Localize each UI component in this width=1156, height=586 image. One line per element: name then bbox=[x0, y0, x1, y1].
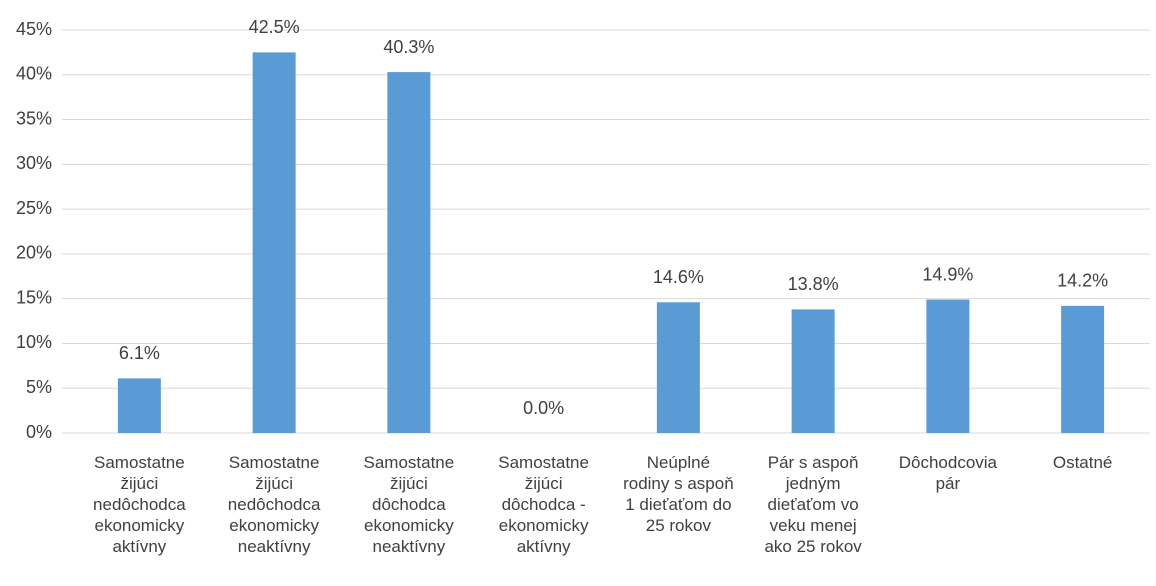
bar bbox=[117, 378, 161, 433]
data-label: 14.9% bbox=[922, 264, 973, 284]
data-label: 13.8% bbox=[788, 274, 839, 294]
data-label: 14.6% bbox=[653, 267, 704, 287]
y-tick-label: 25% bbox=[16, 198, 52, 218]
bar bbox=[252, 52, 296, 434]
data-label: 0.0% bbox=[523, 398, 564, 418]
x-tick-label: Samostatne žijúci dôchodca ekonomicky ne… bbox=[363, 453, 455, 556]
y-tick-label: 45% bbox=[16, 19, 52, 39]
x-tick-label: Pár s aspoň jedným dieťaťom vo veku mene… bbox=[764, 453, 862, 556]
x-tick-label: Neúplné rodiny s aspoň 1 dieťaťom do 25 … bbox=[623, 453, 734, 535]
data-label: 42.5% bbox=[249, 17, 300, 37]
y-tick-label: 40% bbox=[16, 64, 52, 84]
x-tick-label: Samostatne žijúci nedôchodca ekonomicky … bbox=[227, 453, 321, 556]
y-tick-label: 35% bbox=[16, 108, 52, 128]
y-tick-label: 30% bbox=[16, 153, 52, 173]
data-label: 40.3% bbox=[383, 37, 434, 57]
x-tick-label: Ostatné bbox=[1052, 453, 1113, 472]
data-label: 6.1% bbox=[119, 343, 160, 363]
bar bbox=[926, 299, 970, 433]
bar bbox=[656, 302, 700, 433]
x-tick-label: Samostatne žijúci nedôchodca ekonomicky … bbox=[93, 453, 186, 556]
y-tick-label: 20% bbox=[16, 243, 52, 263]
data-label: 14.2% bbox=[1057, 271, 1108, 291]
x-tick-label: Samostatne žijúci dôchodca - ekonomicky … bbox=[498, 453, 589, 556]
y-tick-label: 5% bbox=[26, 377, 52, 397]
x-tick-label: Dôchodcovia pár bbox=[898, 453, 998, 493]
y-tick-label: 15% bbox=[16, 287, 52, 307]
bar bbox=[791, 309, 835, 433]
y-tick-label: 0% bbox=[26, 422, 52, 442]
y-tick-label: 10% bbox=[16, 332, 52, 352]
bar bbox=[387, 72, 431, 433]
bar bbox=[1061, 305, 1105, 433]
